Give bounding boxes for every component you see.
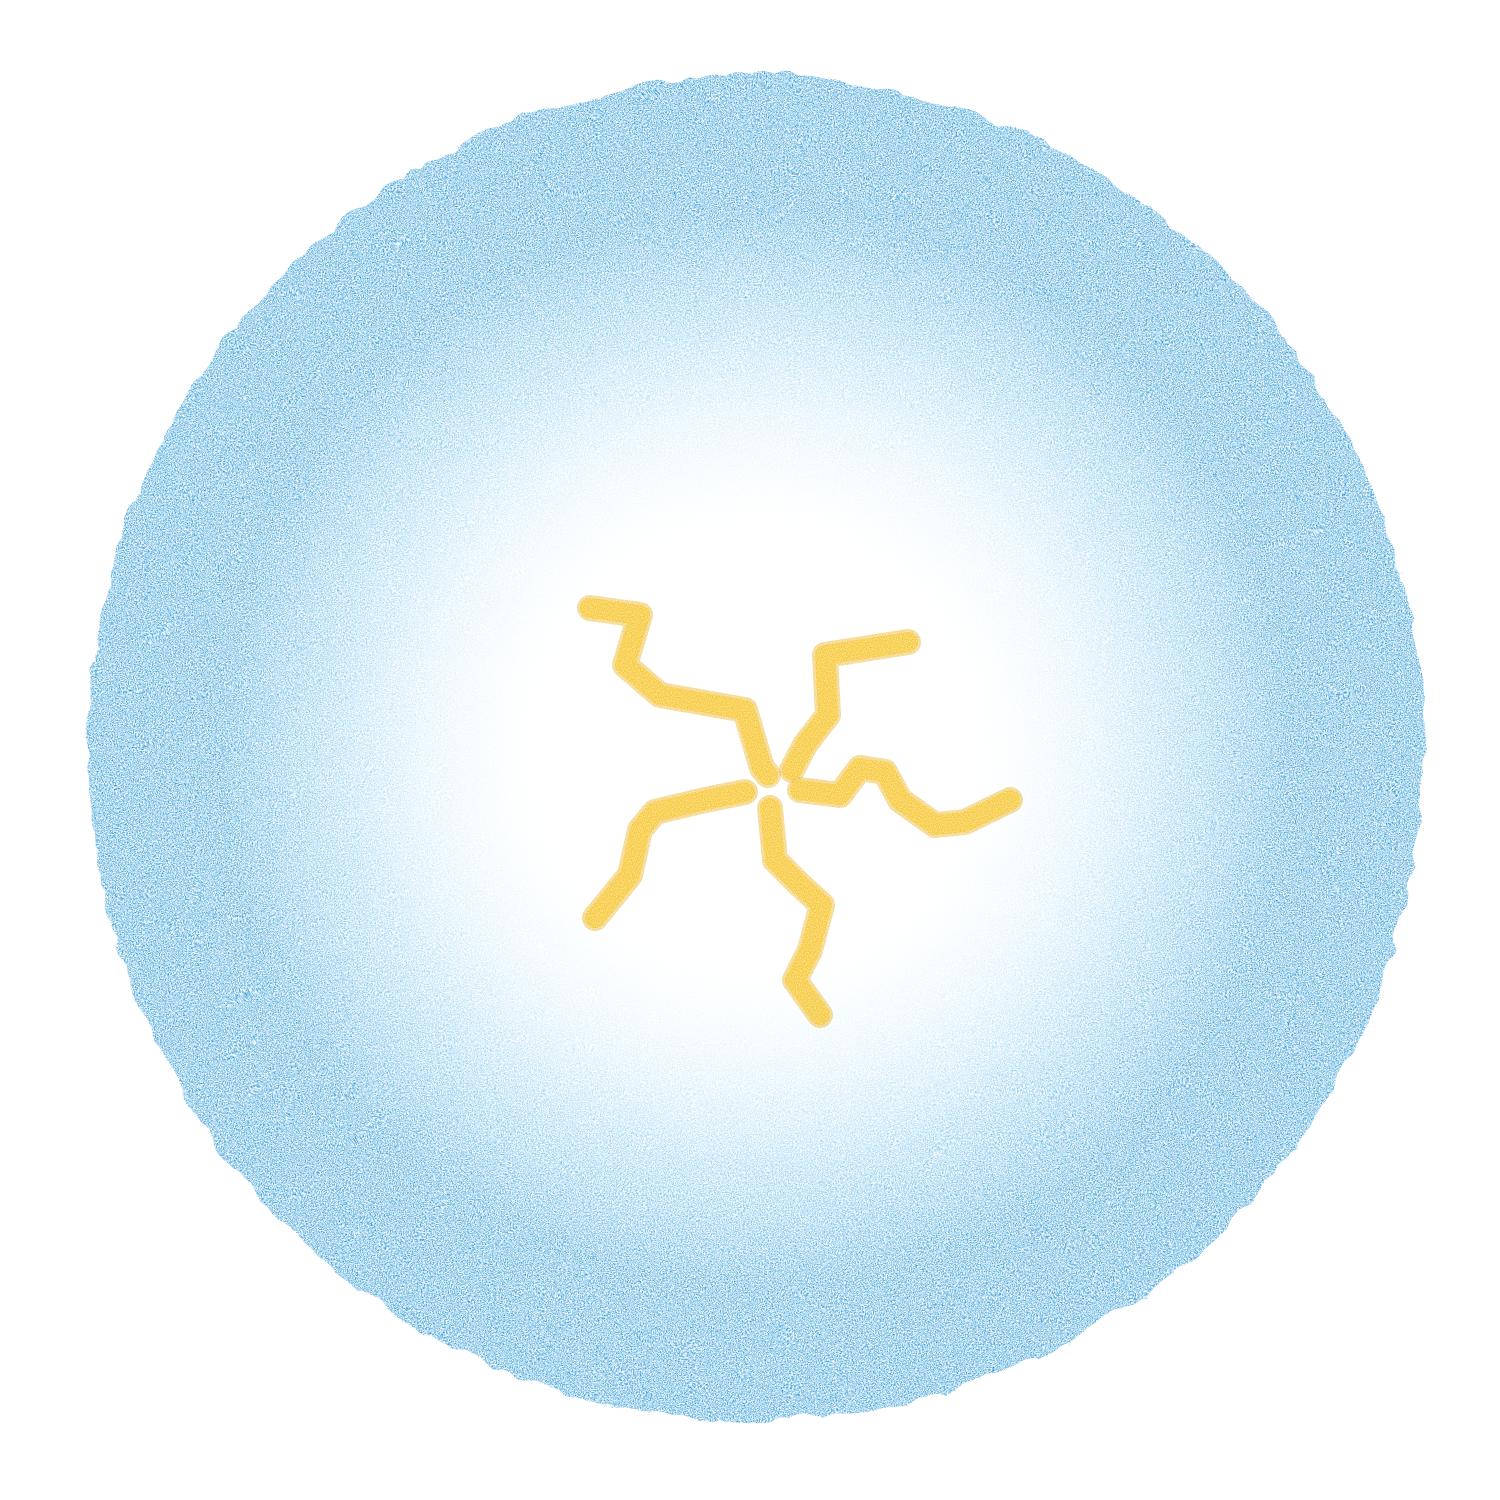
crayon-drawing bbox=[0, 0, 1500, 1500]
